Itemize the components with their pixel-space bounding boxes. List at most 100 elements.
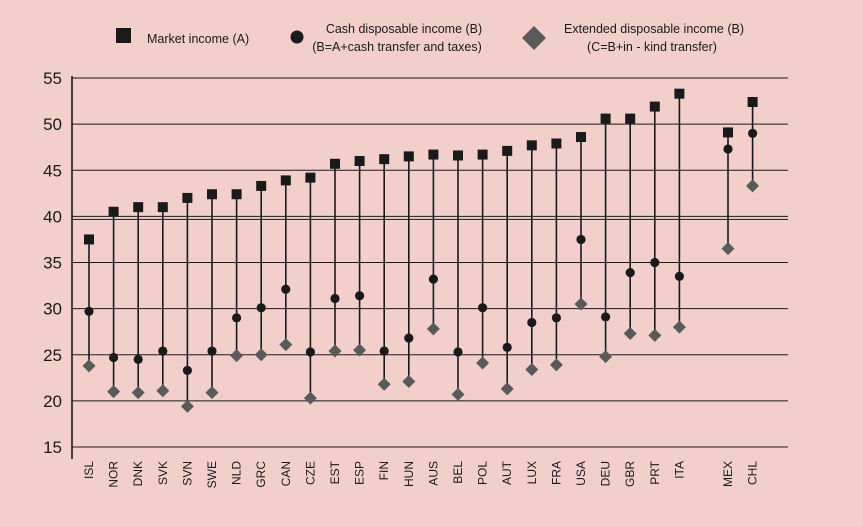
x-label-AUT: AUT [500, 460, 514, 485]
cash-income-point-PRT [650, 257, 660, 268]
market-income-point-NLD [231, 189, 242, 200]
y-tick-label-15: 15 [43, 438, 62, 457]
legend: Market income (A) Cash disposable income… [116, 22, 744, 54]
extended-income-point-USA [574, 297, 588, 311]
x-label-NOR: NOR [107, 461, 121, 488]
cash-income-point-HUN [404, 333, 414, 343]
cash-income-point-SWE [207, 346, 217, 356]
market-income-point-SWE [207, 189, 217, 200]
legend-extended-disposable-label-line2: (C=B+in - kind transfer) [587, 40, 717, 54]
extended-income-point-SWE [205, 386, 219, 400]
market-income-point-CZE [305, 172, 316, 183]
cash-income-point-DEU [601, 312, 611, 322]
x-label-LUX: LUX [525, 461, 539, 484]
legend-extended-disposable-label: Extended disposable income (B) [564, 22, 744, 36]
market-income-point-HUN [403, 151, 414, 162]
cash-income-point-ITA [674, 271, 685, 281]
market-income-point-PRT [649, 101, 660, 112]
cash-income-point-USA [576, 234, 586, 245]
extended-income-point-NOR [107, 385, 121, 399]
x-label-CAN: CAN [279, 461, 293, 486]
y-tick-label-25: 25 [43, 346, 62, 365]
x-label-SVN: SVN [180, 461, 194, 486]
cash-income-point-EST [330, 293, 340, 304]
cash-income-point-CZE [305, 347, 315, 357]
x-label-FRA: FRA [549, 461, 563, 485]
market-income-point-USA [576, 132, 586, 143]
y-tick-label-30: 30 [43, 300, 62, 319]
x-label-DNK: DNK [131, 461, 145, 486]
extended-income-point-AUS [426, 322, 440, 336]
x-label-SVK: SVK [156, 461, 170, 485]
extended-income-point-SVN [180, 399, 194, 413]
x-label-DEU: DEU [599, 461, 613, 486]
extended-income-point-CZE [303, 391, 317, 405]
x-label-AUS: AUS [426, 461, 440, 486]
legend-cash-disposable-marker [290, 30, 304, 44]
x-label-MEX: MEX [721, 461, 735, 487]
market-income-point-ITA [674, 88, 685, 99]
extended-income-point-CAN [279, 338, 293, 352]
series-markers [82, 88, 760, 413]
extended-income-point-LUX [525, 363, 539, 377]
cash-income-point-ISL [84, 306, 94, 316]
x-label-SWE: SWE [205, 461, 219, 488]
market-income-point-POL [477, 149, 488, 160]
extended-income-point-POL [476, 356, 490, 370]
x-label-USA: USA [574, 461, 588, 486]
legend-cash-disposable-label: Cash disposable income (B) [326, 22, 482, 36]
x-label-FIN: FIN [377, 461, 391, 480]
cash-income-point-AUT [502, 342, 512, 352]
market-income-point-LUX [526, 140, 537, 151]
x-label-POL: POL [476, 461, 490, 485]
y-tick-label-55: 55 [43, 69, 62, 88]
cash-income-point-GRC [256, 303, 266, 313]
extended-income-point-GBR [623, 327, 637, 341]
legend-market-income-label: Market income (A) [147, 32, 249, 46]
y-tick-label-45: 45 [43, 161, 62, 180]
x-label-GBR: GBR [623, 461, 637, 487]
x-label-GRC: GRC [254, 461, 268, 488]
cash-income-point-ESP [355, 291, 365, 301]
market-income-point-ESP [354, 156, 365, 167]
y-tick-label-20: 20 [43, 392, 62, 411]
x-label-CZE: CZE [303, 461, 317, 485]
cash-income-point-SVN [182, 365, 192, 376]
extended-income-point-ESP [353, 343, 367, 357]
x-label-CHL: CHL [746, 461, 760, 485]
cash-income-point-CAN [281, 284, 291, 294]
y-axis-ticks: 15 20 25 30 35 40 45 50 55 [43, 69, 62, 457]
extended-income-point-FRA [549, 358, 563, 372]
cash-income-point-FRA [551, 313, 562, 323]
y-tick-label-35: 35 [43, 254, 62, 273]
market-income-point-NOR [108, 206, 119, 217]
market-income-point-GBR [625, 113, 636, 124]
x-label-ITA: ITA [672, 461, 686, 479]
market-income-point-CAN [280, 175, 291, 186]
cash-income-point-CHL [748, 128, 758, 138]
legend-extended-disposable-marker [522, 26, 546, 50]
x-axis-labels: ISL NOR DNK SVK SVN SWE NLD GRC CAN CZE EST ESP FIN H… [82, 460, 760, 488]
market-income-point-CHL [747, 96, 758, 107]
x-label-PRT: PRT [648, 460, 662, 484]
extended-income-point-PRT [648, 328, 662, 342]
market-income-point-DEU [600, 113, 611, 124]
extended-income-point-FIN [377, 377, 391, 391]
x-label-HUN: HUN [402, 461, 416, 487]
cash-income-point-GBR [625, 268, 635, 278]
series-stems [88, 93, 754, 407]
cash-income-point-BEL [453, 347, 463, 357]
extended-income-point-GRC [254, 348, 268, 362]
cash-income-point-FIN [379, 346, 389, 356]
market-income-point-MEX [723, 127, 733, 138]
cash-income-point-MEX [723, 144, 733, 154]
market-income-point-BEL [453, 150, 463, 161]
extended-income-point-ITA [672, 320, 686, 334]
market-income-point-DNK [133, 202, 144, 213]
extended-income-point-DEU [599, 350, 613, 364]
market-income-point-AUS [428, 149, 439, 160]
extended-income-point-NLD [230, 349, 244, 363]
extended-income-point-EST [328, 344, 342, 358]
x-label-ISL: ISL [82, 461, 96, 479]
